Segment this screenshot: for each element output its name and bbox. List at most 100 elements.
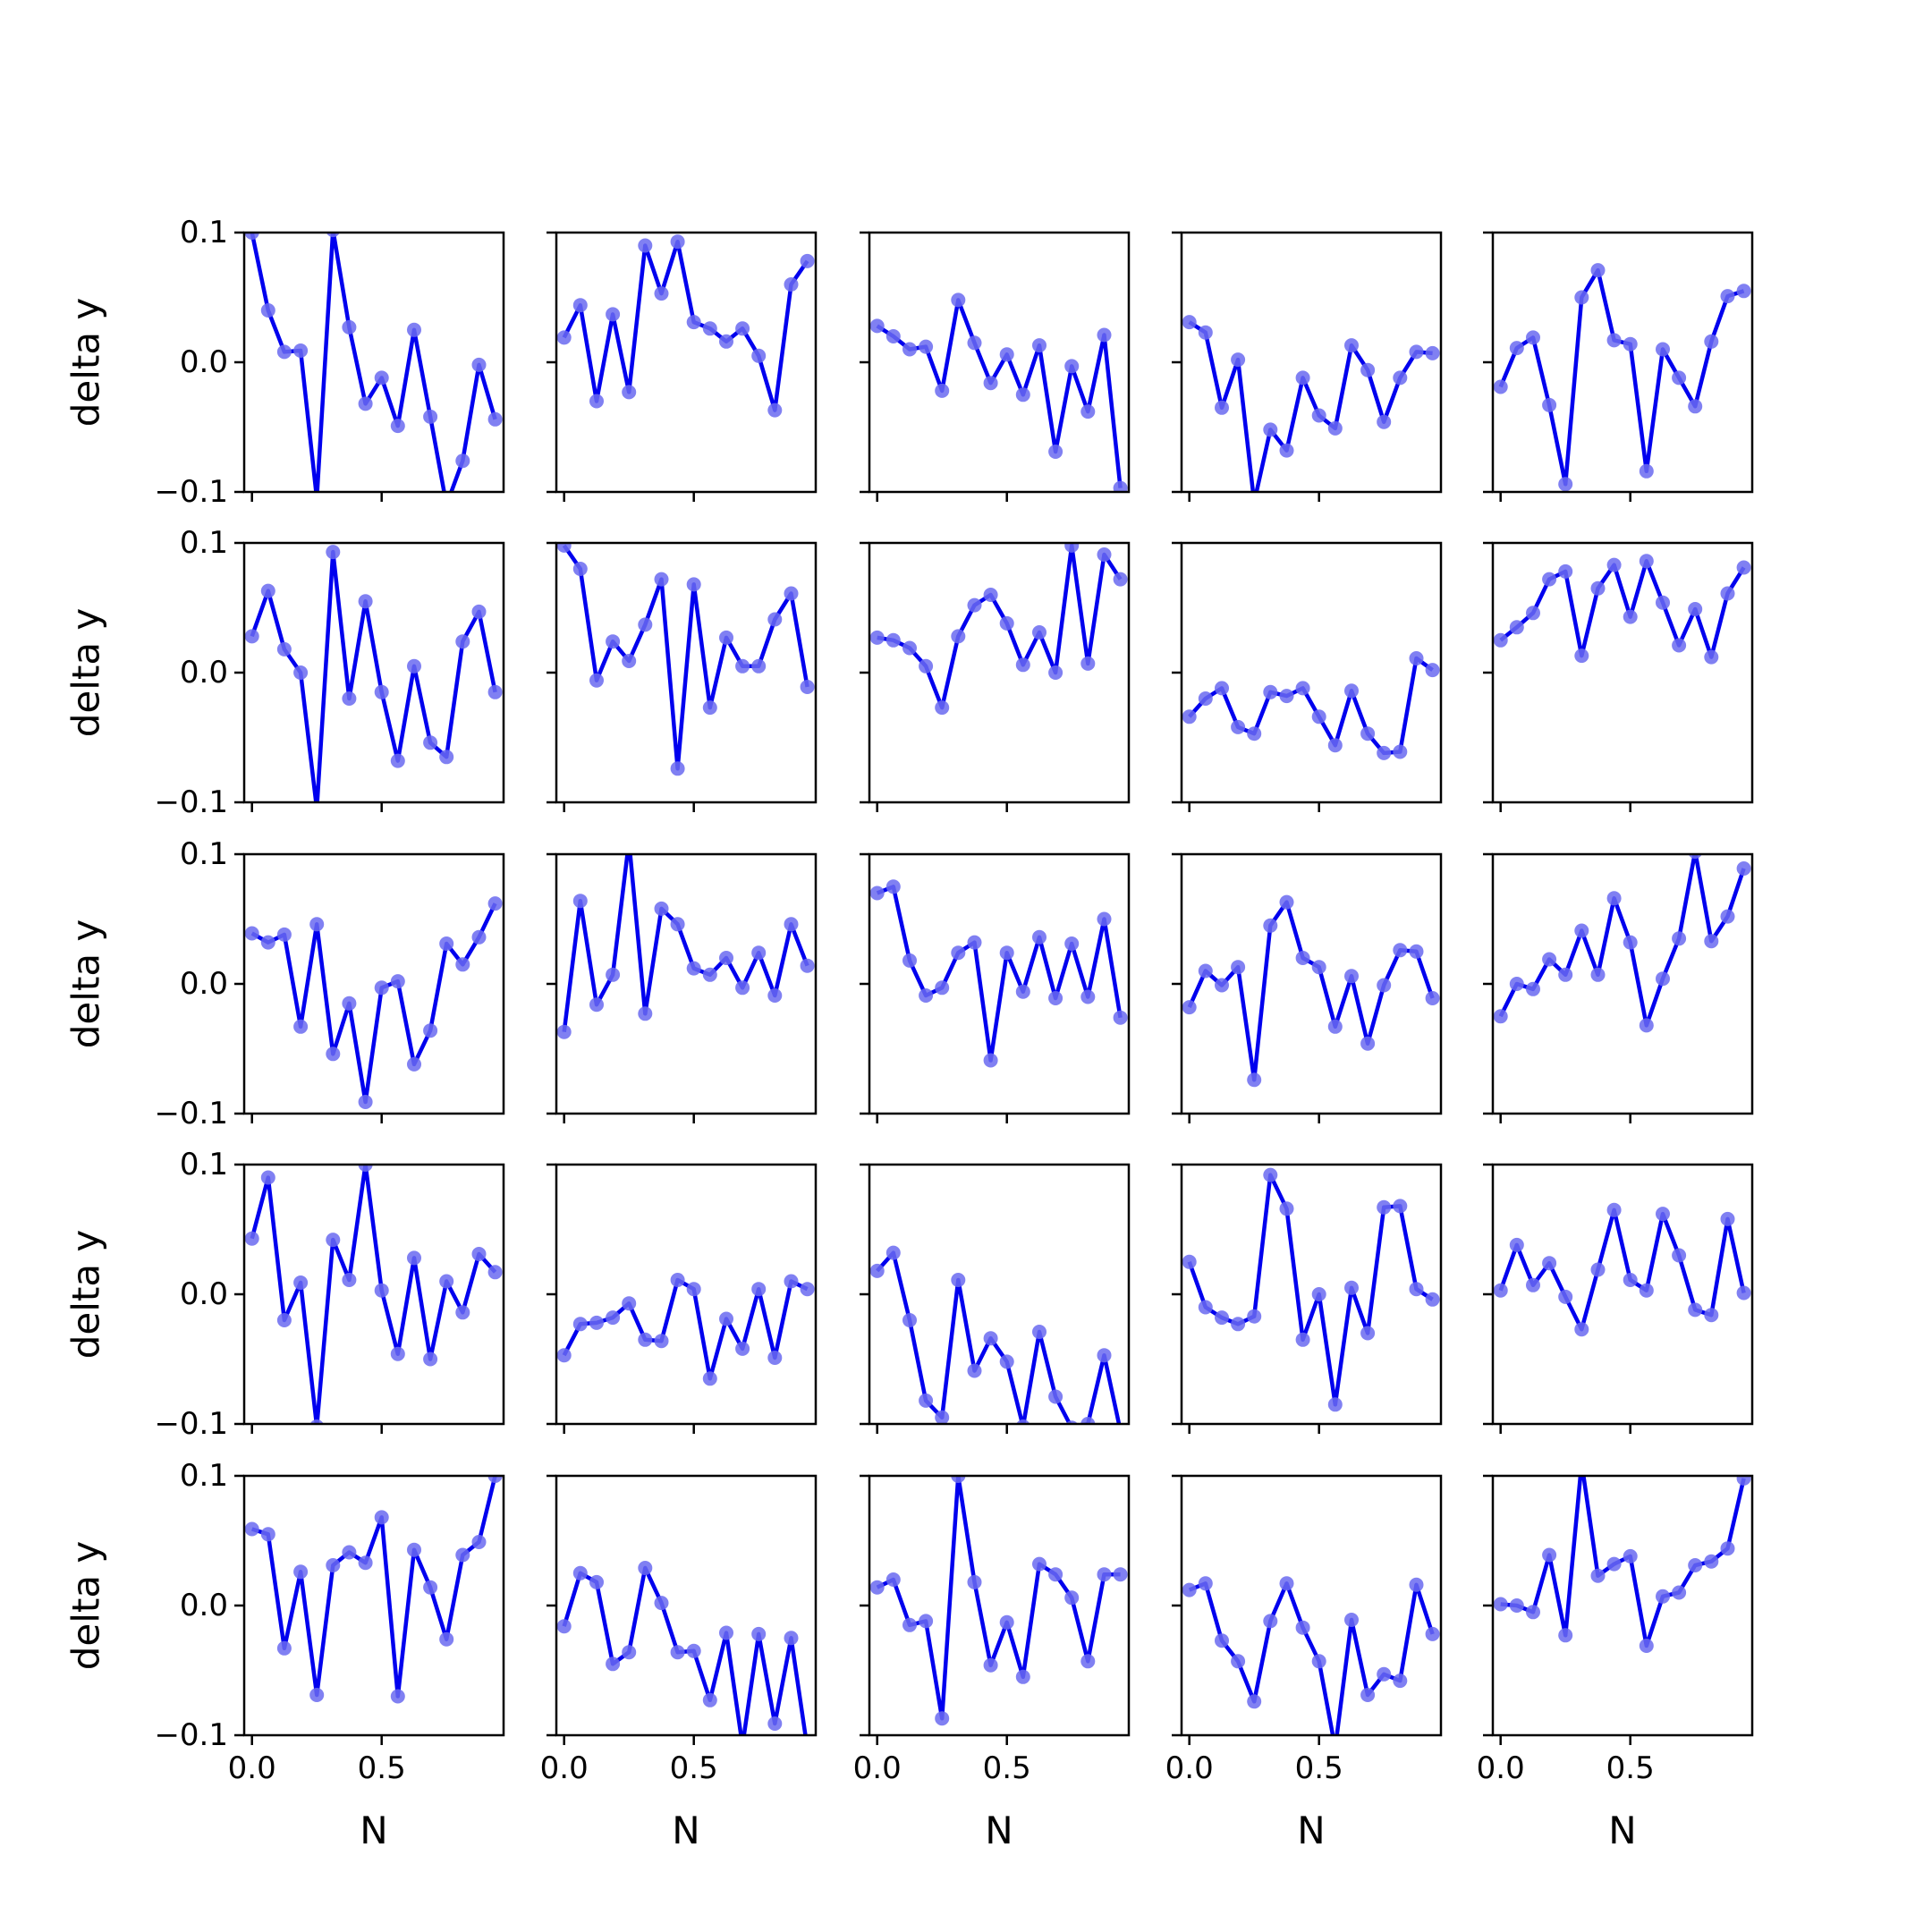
data-point <box>326 1046 341 1062</box>
data-point <box>276 641 292 657</box>
data-point <box>1263 918 1278 933</box>
data-point <box>1032 625 1046 640</box>
data-point <box>1215 681 1229 696</box>
plot-area <box>556 854 815 1039</box>
data-point <box>869 1263 885 1278</box>
plot-area <box>1493 263 1751 492</box>
data-point <box>244 629 259 644</box>
data-point <box>1574 1322 1589 1337</box>
data-point <box>767 402 783 418</box>
data-point <box>1688 854 1702 860</box>
data-point <box>800 1282 815 1297</box>
data-point <box>1526 1277 1540 1292</box>
y-axis-label: delta y <box>64 1230 108 1360</box>
y-tick-label: 0.1 <box>180 1458 228 1494</box>
data-point <box>572 562 588 576</box>
data-point <box>1639 463 1654 479</box>
subplot-1-2 <box>547 231 818 502</box>
data-point <box>999 1354 1014 1369</box>
plot-area <box>556 234 815 418</box>
data-point <box>638 1561 653 1575</box>
series-line <box>877 543 1123 710</box>
data-point <box>1360 362 1376 377</box>
axes-frame <box>1491 541 1754 804</box>
data-point <box>374 1510 389 1525</box>
plot-area <box>1182 315 1440 492</box>
data-point <box>919 988 934 1003</box>
data-point <box>1360 1688 1376 1702</box>
data-point <box>1064 1590 1080 1606</box>
data-point <box>784 277 799 292</box>
data-point <box>702 967 717 982</box>
subplot-1-3 <box>860 231 1131 502</box>
data-point <box>326 545 341 560</box>
data-point <box>1736 560 1751 575</box>
data-point <box>1623 1548 1638 1563</box>
data-point <box>951 1476 966 1483</box>
data-point <box>1279 1201 1294 1216</box>
data-point <box>1032 1325 1046 1339</box>
data-point <box>1493 632 1508 648</box>
data-point <box>1558 967 1573 982</box>
data-point <box>1113 1567 1128 1582</box>
data-point <box>407 1542 421 1557</box>
data-point <box>439 750 454 765</box>
data-point <box>1672 931 1687 946</box>
data-point <box>735 1739 750 1753</box>
data-point <box>702 1371 717 1386</box>
data-point <box>1672 1248 1687 1263</box>
data-point <box>967 1574 982 1589</box>
data-point <box>423 1023 438 1038</box>
data-point <box>439 1631 454 1647</box>
data-point <box>951 629 966 644</box>
data-point <box>1064 543 1080 553</box>
data-point <box>670 1273 685 1287</box>
axes-frame <box>242 852 505 1115</box>
data-point <box>638 1006 653 1021</box>
data-point <box>589 673 604 688</box>
data-point <box>1377 1199 1392 1215</box>
data-point <box>326 233 340 238</box>
data-point <box>902 640 917 656</box>
data-point <box>1032 1556 1046 1572</box>
data-point <box>1425 991 1440 1005</box>
data-point <box>374 1283 389 1298</box>
x-tick-label: 0.5 <box>983 1750 1031 1786</box>
data-point <box>983 588 998 602</box>
data-point <box>1215 1633 1229 1648</box>
data-point <box>1360 726 1376 741</box>
data-point <box>1623 1273 1638 1287</box>
data-point <box>869 318 885 334</box>
series-line <box>1188 656 1434 756</box>
data-point <box>1425 663 1440 678</box>
data-point <box>784 586 799 601</box>
data-point <box>919 1614 934 1629</box>
series-line <box>250 549 497 802</box>
x-tick-label: 0.0 <box>1165 1750 1214 1786</box>
data-point <box>1311 1287 1326 1301</box>
data-point <box>735 321 750 336</box>
data-point <box>1509 977 1524 991</box>
data-point <box>670 761 685 776</box>
plot-area <box>244 1165 503 1424</box>
data-point <box>869 1580 885 1595</box>
data-point <box>606 967 621 982</box>
data-point <box>1113 480 1128 492</box>
data-point <box>1182 1000 1197 1015</box>
data-point <box>423 409 438 424</box>
data-point <box>309 917 325 932</box>
data-point <box>1542 1547 1557 1563</box>
data-point <box>309 1419 324 1424</box>
data-point <box>1231 960 1246 975</box>
subplot-4-2 <box>547 1163 818 1434</box>
data-point <box>999 1614 1014 1630</box>
data-point <box>654 572 669 587</box>
data-point <box>902 342 917 357</box>
data-point <box>374 370 389 386</box>
y-tick-label: 0.1 <box>180 215 228 250</box>
data-point <box>686 1643 701 1658</box>
data-point <box>1656 342 1670 357</box>
data-point <box>1526 606 1540 621</box>
data-point <box>589 1315 604 1330</box>
data-point <box>556 543 572 553</box>
